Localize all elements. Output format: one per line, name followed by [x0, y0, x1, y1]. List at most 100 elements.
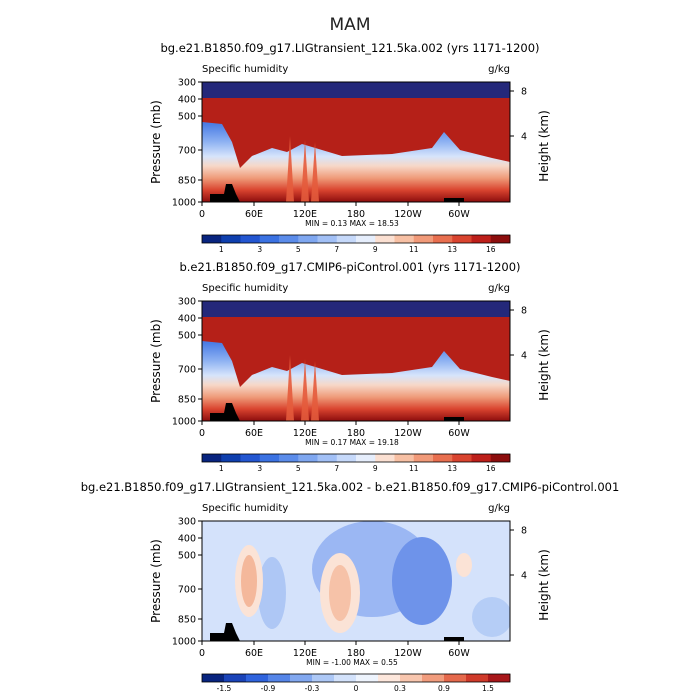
x-tick-label: 120W	[394, 209, 422, 220]
y-axis-label: Pressure (mb)	[149, 100, 163, 184]
colorbar-swatch	[394, 454, 415, 462]
contour-field	[202, 301, 510, 421]
moist-spike	[301, 140, 309, 202]
x-tick-label: 180	[347, 209, 365, 220]
x-tick-label: 60W	[448, 209, 470, 220]
y-tick-label: 850	[178, 615, 196, 626]
colorbar-swatch	[356, 235, 376, 243]
colorbar-swatch	[488, 674, 511, 682]
colorbar-tick-label: 16	[486, 464, 496, 473]
colorbar-tick-label: 1.5	[482, 684, 494, 693]
colorbar-swatch	[240, 454, 261, 462]
y-tick-label: 300	[178, 78, 196, 89]
x-tick-label: 180	[347, 428, 365, 439]
anomaly-region	[456, 553, 472, 577]
colorbar-swatch	[413, 235, 434, 243]
y-tick-label: 300	[178, 297, 196, 308]
figure-title: MAM	[330, 15, 371, 35]
x-tick-label: 120W	[394, 428, 422, 439]
colorbar-tick-label: 11	[409, 245, 419, 254]
colorbar-swatch	[471, 235, 492, 243]
colorbar-swatch	[444, 674, 467, 682]
colorbar-swatch	[268, 674, 291, 682]
colorbar-swatch	[279, 454, 299, 462]
colorbar-swatch	[259, 235, 280, 243]
colorbar-swatch	[466, 674, 489, 682]
panel-title: b.e21.B1850.f09_g17.CMIP6-piControl.001 …	[179, 260, 520, 274]
colorbar-tick-label: 5	[296, 245, 301, 254]
colorbar-swatch	[259, 454, 280, 462]
colorbar-tick-label: 13	[447, 245, 457, 254]
y-tick-label: 400	[178, 534, 196, 545]
anomaly-region	[241, 555, 257, 607]
y-tick-label: 500	[178, 331, 196, 342]
colorbar-swatch	[356, 674, 379, 682]
panel-title: bg.e21.B1850.f09_g17.LIGtransient_121.5k…	[160, 41, 539, 55]
colorbar-swatch	[290, 674, 313, 682]
colorbar-tick-label: 0.3	[394, 684, 406, 693]
colorbar-frame	[201, 673, 511, 683]
colorbar-tick-label: 7	[334, 464, 339, 473]
upper-dry-band	[202, 82, 510, 98]
colorbar-swatch	[413, 454, 434, 462]
x-tick-label: 180	[347, 648, 365, 659]
colorbar-tick-label: 3	[257, 464, 262, 473]
field-name-label: Specific humidity	[202, 503, 288, 514]
colorbar-swatch	[375, 235, 395, 243]
colorbar-tick-label: 5	[296, 464, 301, 473]
colorbar-swatch	[202, 674, 225, 682]
y-tick-label: 850	[178, 395, 196, 406]
min-max-text: MIN = 0.17 MAX = 19.18	[305, 438, 399, 447]
colorbar-tick-label: 7	[334, 245, 339, 254]
x-tick-label: 0	[199, 428, 205, 439]
panel-2: b.e21.B1850.f09_g17.CMIP6-piControl.001 …	[149, 260, 551, 473]
x-tick-label: 120E	[293, 648, 317, 659]
contour-field	[202, 82, 510, 202]
colorbar-tick-label: 0	[354, 684, 359, 693]
y-tick-label: 500	[178, 112, 196, 123]
colorbar-swatch	[452, 454, 472, 462]
height-tick-label: 8	[521, 526, 527, 537]
topography-asia	[210, 184, 240, 202]
upper-dry-band	[202, 301, 510, 317]
moist-spike	[311, 142, 319, 202]
colorbar-swatch	[422, 674, 445, 682]
colorbar-swatch	[336, 235, 357, 243]
colorbar-tick-label: 11	[409, 464, 419, 473]
colorbar-swatch	[221, 235, 241, 243]
x-tick-label: 60E	[245, 209, 263, 220]
colorbar-swatch	[378, 674, 401, 682]
colorbar-swatch	[317, 235, 338, 243]
height-tick-label: 4	[521, 571, 527, 582]
moisture-layers	[202, 301, 510, 421]
y-tick-label: 1000	[172, 637, 196, 648]
y-tick-label: 400	[178, 95, 196, 106]
y-tick-label: 1000	[172, 198, 196, 209]
colorbar-swatch	[221, 454, 241, 462]
x-tick-label: 0	[199, 209, 205, 220]
panel-1: bg.e21.B1850.f09_g17.LIGtransient_121.5k…	[149, 41, 551, 254]
colorbar-swatch	[433, 454, 453, 462]
units-label: g/kg	[488, 64, 510, 75]
y-tick-label: 700	[178, 365, 196, 376]
topography-asia	[210, 623, 240, 641]
right-axis-label: Height (km)	[537, 110, 551, 181]
colorbar-swatch	[202, 454, 222, 462]
y-tick-label: 300	[178, 517, 196, 528]
x-tick-label: 60W	[448, 428, 470, 439]
colorbar-swatch	[452, 235, 472, 243]
moist-spike	[301, 359, 309, 421]
moist-spike	[311, 361, 319, 421]
colorbar-swatch	[240, 235, 261, 243]
y-tick-label: 850	[178, 176, 196, 187]
topography-andes	[444, 198, 464, 202]
min-max-text: MIN = -1.00 MAX = 0.55	[306, 658, 398, 667]
colorbar-swatch	[317, 454, 338, 462]
y-tick-label: 400	[178, 314, 196, 325]
colorbar-tick-label: 9	[373, 245, 378, 254]
colorbar-tick-label: 9	[373, 464, 378, 473]
x-tick-label: 60W	[448, 648, 470, 659]
units-label: g/kg	[488, 503, 510, 514]
colorbar-swatch	[490, 235, 511, 243]
